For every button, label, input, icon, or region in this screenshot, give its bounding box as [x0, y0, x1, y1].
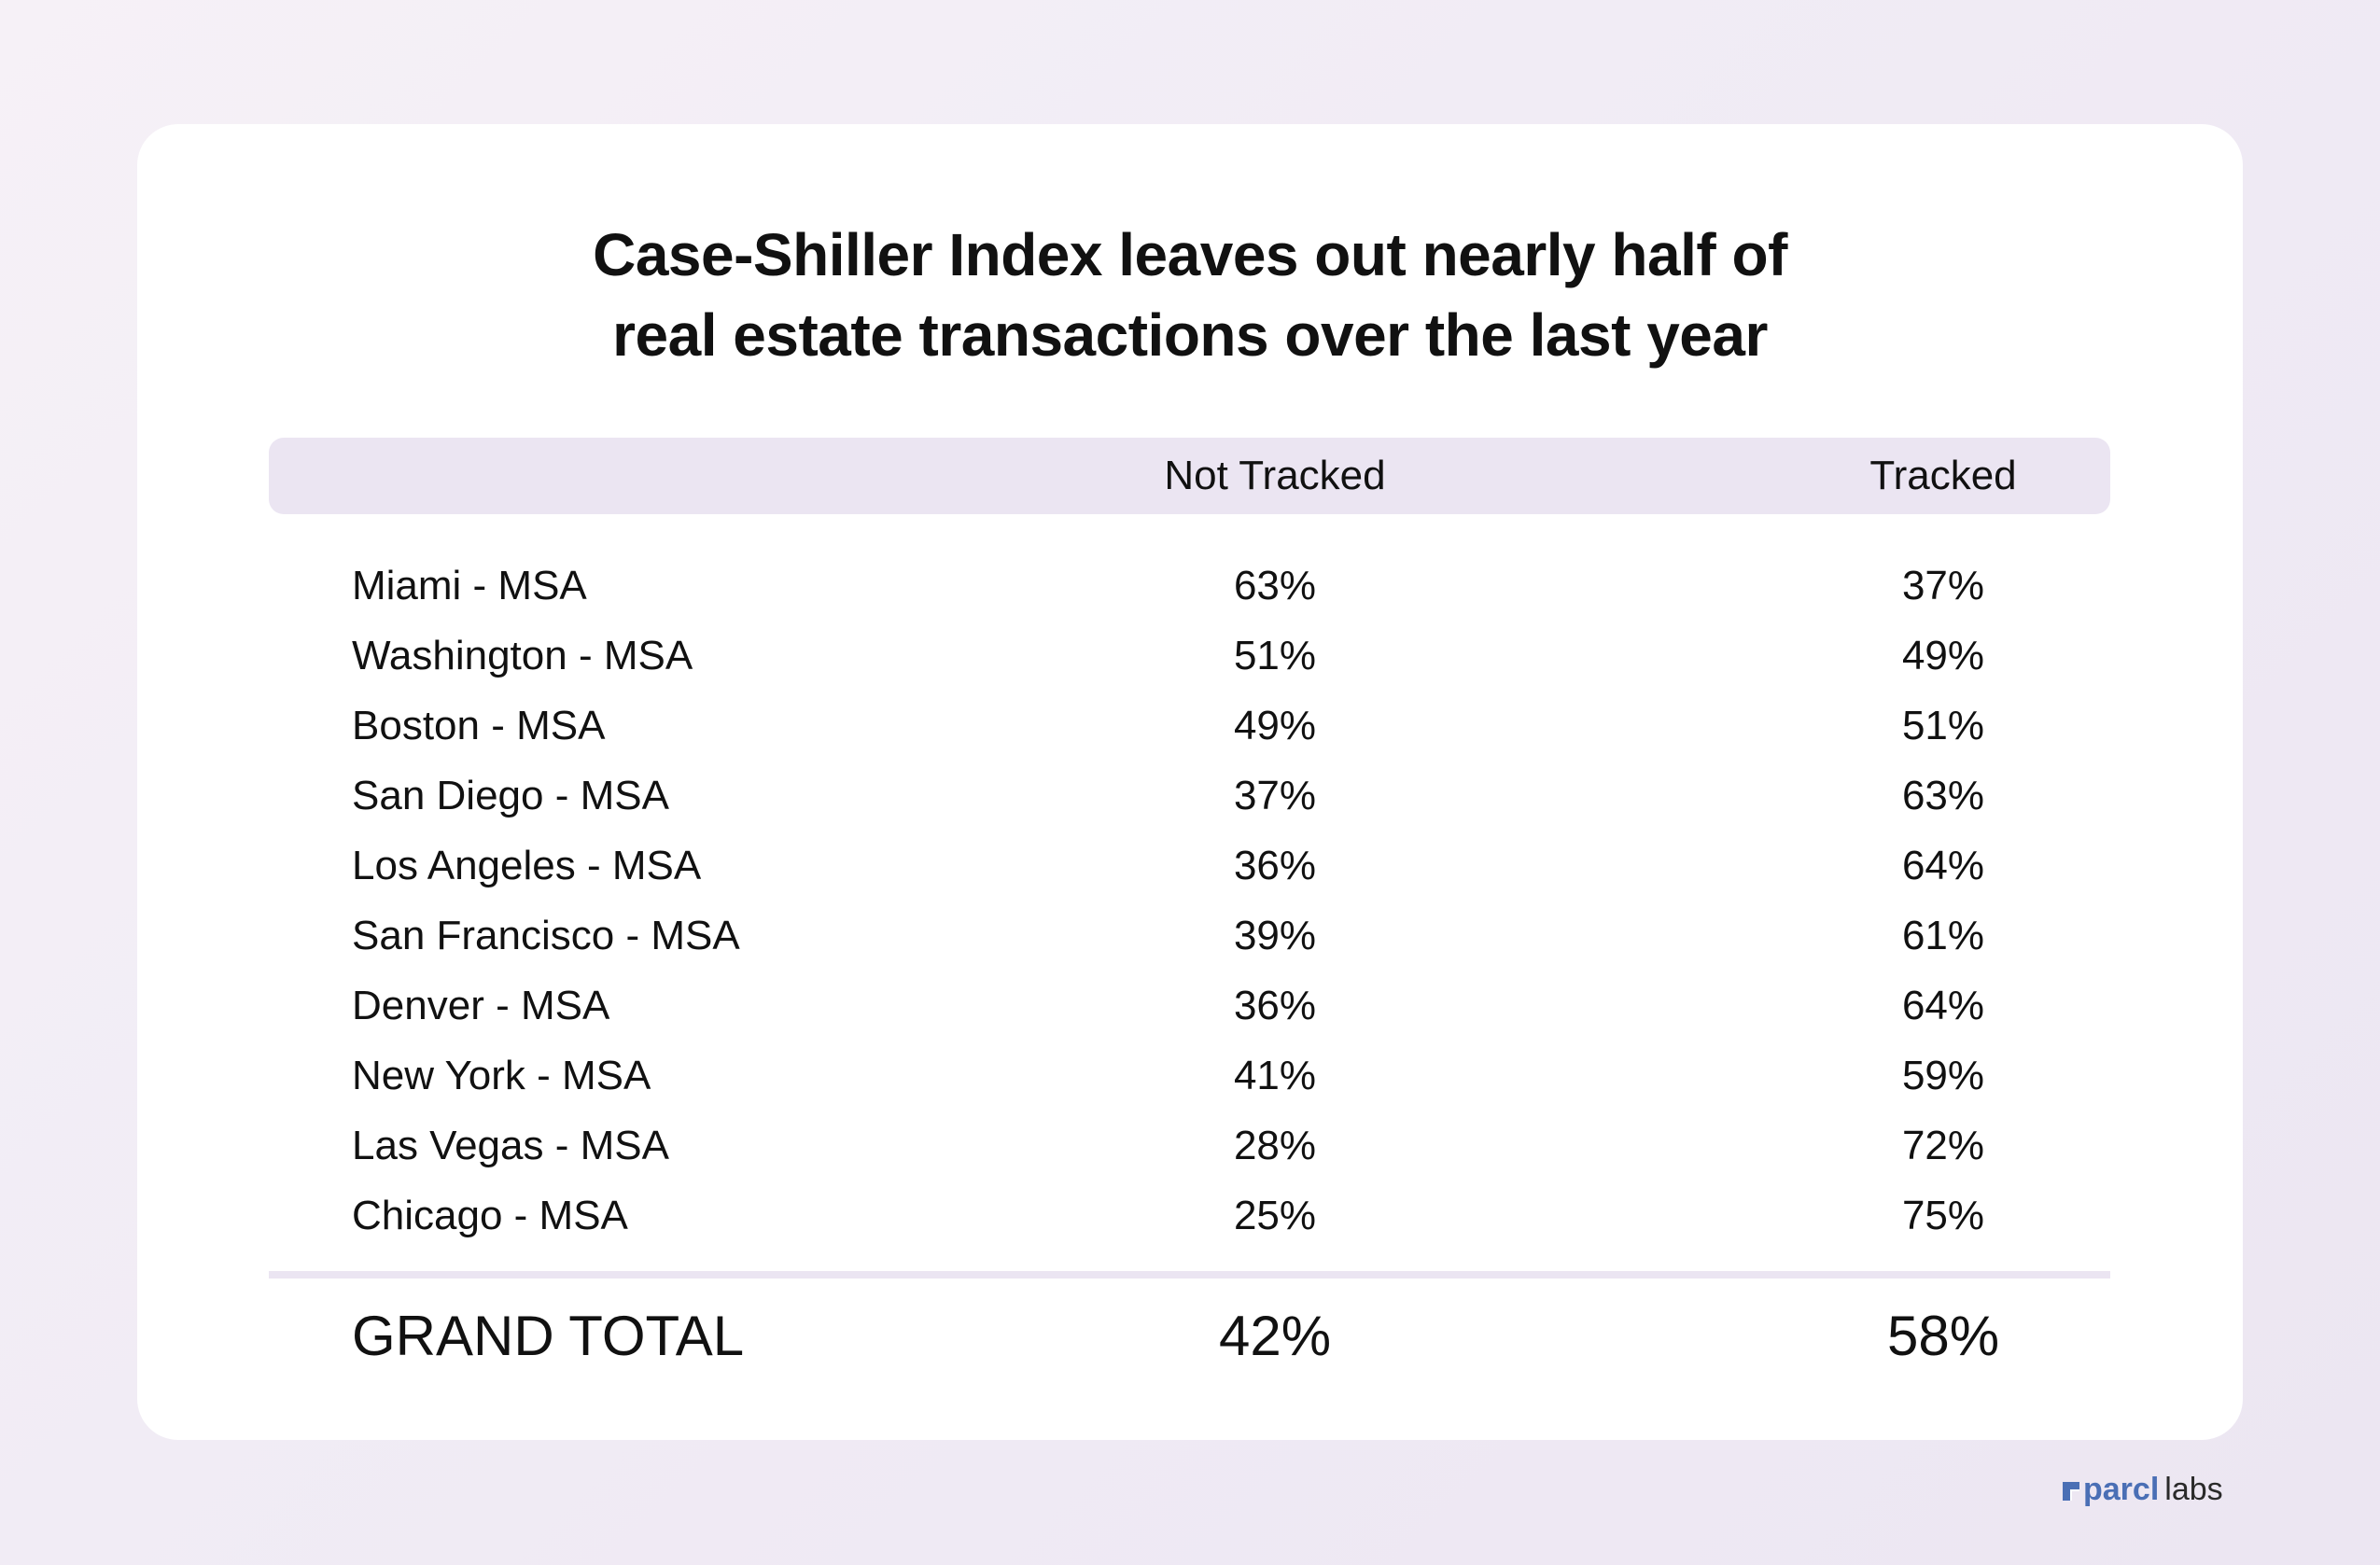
cell-not-tracked: 28%: [1233, 1123, 1317, 1168]
row-label: Chicago - MSA: [352, 1193, 628, 1238]
chart-title-line-1: Case-Shiller Index leaves out nearly hal…: [593, 221, 1787, 288]
cell-not-tracked: 36%: [1233, 983, 1317, 1028]
grand-total-not-tracked: 42%: [1218, 1305, 1332, 1367]
cell-tracked: 59%: [1901, 1053, 1985, 1098]
parcl-logo-icon: [2063, 1482, 2079, 1501]
cell-not-tracked: 49%: [1233, 703, 1317, 748]
table-row: Denver - MSA 36% 64%: [0, 971, 2380, 1041]
cell-not-tracked: 51%: [1233, 633, 1317, 678]
brand-logo: parcl labs: [2061, 1469, 2223, 1510]
table-row: Miami - MSA 63% 37%: [0, 551, 2380, 621]
table-card: [137, 124, 2243, 1440]
cell-tracked: 49%: [1901, 633, 1985, 678]
cell-tracked: 64%: [1901, 983, 1985, 1028]
table-row: New York - MSA 41% 59%: [0, 1041, 2380, 1111]
table-header-bar: [269, 438, 2110, 514]
row-label: Las Vegas - MSA: [352, 1123, 669, 1168]
table-row: San Francisco - MSA 39% 61%: [0, 901, 2380, 971]
table-row: Washington - MSA 51% 49%: [0, 621, 2380, 691]
cell-not-tracked: 36%: [1233, 843, 1317, 888]
cell-not-tracked: 39%: [1233, 913, 1317, 958]
cell-tracked: 51%: [1901, 703, 1985, 748]
row-label: Denver - MSA: [352, 983, 610, 1028]
cell-tracked: 75%: [1901, 1193, 1985, 1238]
row-label: Boston - MSA: [352, 703, 606, 748]
table-row: Boston - MSA 49% 51%: [0, 691, 2380, 761]
cell-not-tracked: 41%: [1233, 1053, 1317, 1098]
total-divider: [269, 1271, 2110, 1279]
table-row: Chicago - MSA 25% 75%: [0, 1181, 2380, 1251]
brand-name-light: labs: [2164, 1472, 2223, 1507]
cell-tracked: 61%: [1901, 913, 1985, 958]
cell-tracked: 64%: [1901, 843, 1985, 888]
table-row: Las Vegas - MSA 28% 72%: [0, 1111, 2380, 1181]
column-header-not-tracked: Not Tracked: [1164, 453, 1386, 498]
column-header-tracked: Tracked: [1869, 453, 2017, 498]
cell-tracked: 72%: [1901, 1123, 1985, 1168]
row-label: San Francisco - MSA: [352, 913, 740, 958]
cell-not-tracked: 37%: [1233, 773, 1317, 818]
grand-total-tracked: 58%: [1886, 1305, 2000, 1367]
cell-tracked: 63%: [1901, 773, 1985, 818]
chart-title: Case-Shiller Index leaves out nearly hal…: [0, 215, 2380, 375]
cell-not-tracked: 63%: [1233, 563, 1317, 608]
chart-title-line-2: real estate transactions over the last y…: [612, 301, 1768, 369]
row-label: Miami - MSA: [352, 563, 587, 608]
row-label: New York - MSA: [352, 1053, 651, 1098]
grand-total-label: GRAND TOTAL: [352, 1305, 745, 1367]
table-row: San Diego - MSA 37% 63%: [0, 761, 2380, 831]
table-row: Los Angeles - MSA 36% 64%: [0, 831, 2380, 901]
row-label: Washington - MSA: [352, 633, 693, 678]
row-label: San Diego - MSA: [352, 773, 669, 818]
cell-not-tracked: 25%: [1233, 1193, 1317, 1238]
row-label: Los Angeles - MSA: [352, 843, 702, 888]
brand-name-bold: parcl: [2083, 1472, 2160, 1507]
cell-tracked: 37%: [1901, 563, 1985, 608]
